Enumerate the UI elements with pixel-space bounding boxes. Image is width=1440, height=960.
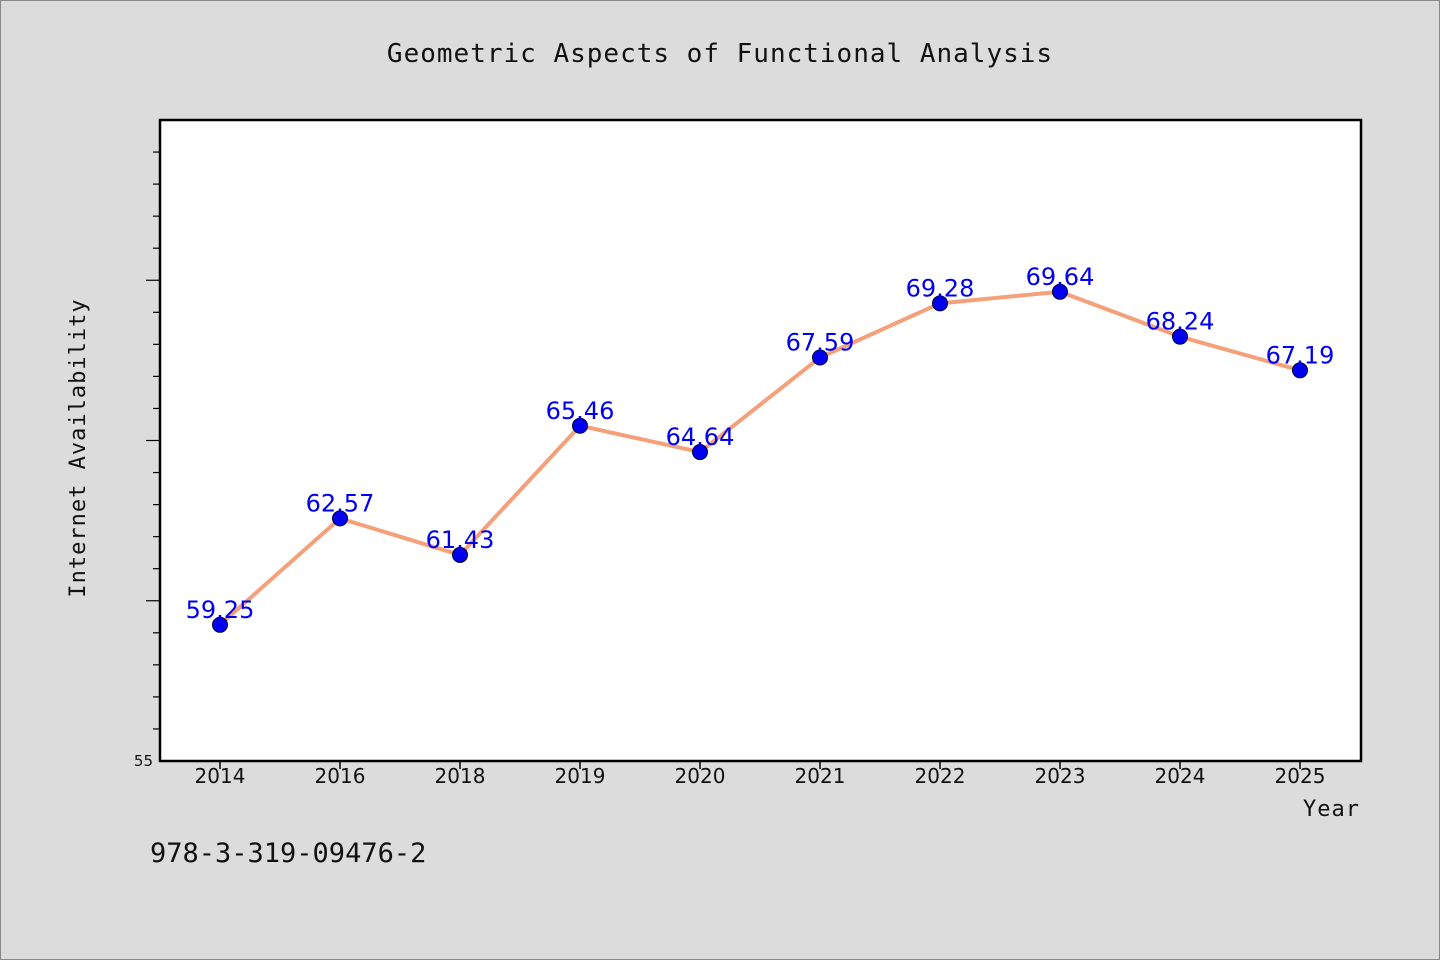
data-label-2016: 62.57	[306, 489, 375, 517]
data-point-2014	[212, 616, 228, 633]
x-tick-label-2016: 2016	[315, 764, 366, 788]
data-point-2025	[1292, 362, 1308, 379]
data-label-2025: 67.19	[1266, 341, 1335, 369]
plot-area	[158, 118, 1363, 763]
x-tick-label-2020: 2020	[675, 764, 726, 788]
data-label-2020: 64.64	[666, 423, 735, 451]
data-label-2018: 61.43	[426, 526, 495, 554]
x-tick-label-2022: 2022	[915, 764, 966, 788]
data-point-2018	[452, 546, 468, 563]
data-point-2023	[1052, 283, 1068, 300]
data-point-2019	[572, 417, 588, 434]
data-label-2024: 68.24	[1146, 308, 1215, 336]
data-label-2014: 59.25	[186, 596, 255, 624]
x-tick-label-2014: 2014	[195, 764, 246, 788]
data-label-2021: 67.59	[786, 328, 855, 356]
data-label-2023: 69.64	[1026, 263, 1095, 291]
x-tick-label-2023: 2023	[1035, 764, 1086, 788]
y-axis-ticks	[146, 151, 160, 730]
x-tick-label-2018: 2018	[435, 764, 486, 788]
x-axis-ticks	[219, 761, 1301, 769]
series-line	[218, 289, 1301, 627]
x-tick-label-2025: 2025	[1275, 764, 1326, 788]
data-labels: 59.25 62.57 61.43 65.46 64.64 67.59 69.28 69.64…	[186, 263, 1335, 624]
data-point-2016	[332, 510, 348, 527]
data-label-2019: 65.46	[546, 397, 615, 425]
x-tick-label-2021: 2021	[795, 764, 846, 788]
x-tick-label-2024: 2024	[1155, 764, 1206, 788]
chart-title: Geometric Aspects of Functional Analysis	[387, 39, 1053, 69]
y-axis-label: Internet Availability	[66, 298, 91, 597]
x-tick-label-2019: 2019	[555, 764, 606, 788]
footnote-isbn: 978-3-319-09476-2	[150, 838, 426, 869]
x-tick-labels: 2014 2016 2018 2019 2020 2021 2022 2023 2024 2025	[195, 764, 1326, 788]
data-point-2022	[932, 295, 948, 312]
data-point-2021	[812, 349, 828, 366]
data-point-2020	[692, 444, 708, 461]
data-point-2024	[1172, 328, 1188, 345]
x-axis-label: Year	[1303, 797, 1360, 822]
y-tick-label-min: 55	[134, 752, 153, 770]
series-markers	[212, 283, 1308, 633]
data-label-2022: 69.28	[906, 274, 975, 302]
